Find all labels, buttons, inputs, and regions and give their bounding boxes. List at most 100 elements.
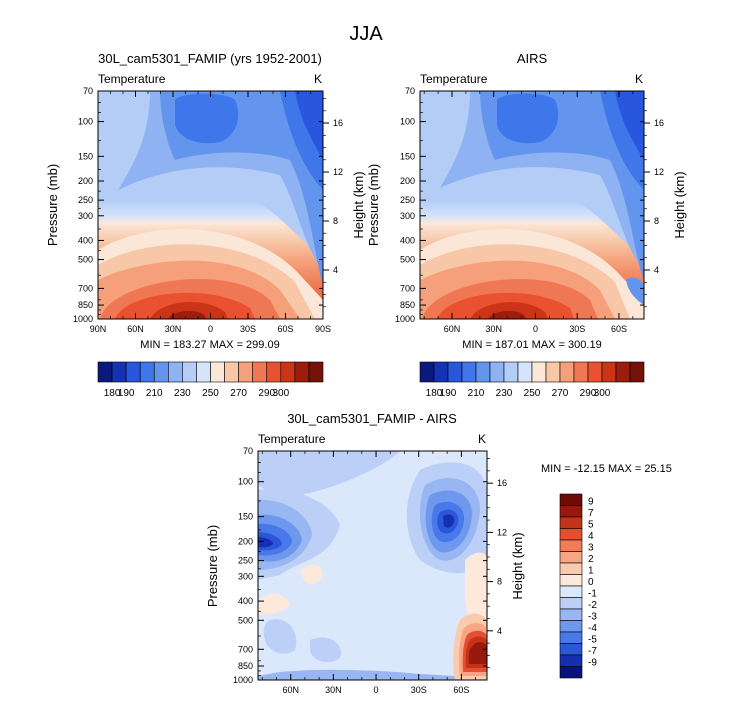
x-tick-label: 60S bbox=[277, 324, 293, 334]
colorbar-swatch bbox=[559, 574, 583, 587]
colorbar-swatch bbox=[559, 666, 583, 679]
axis-y2label: Height (km) bbox=[510, 532, 525, 599]
colorbar-swatch bbox=[447, 361, 463, 383]
y-tick-label: 200 bbox=[238, 536, 253, 546]
y-tick-label: 200 bbox=[400, 176, 415, 186]
colorbar-label: 9 bbox=[588, 497, 594, 508]
colorbar-label: 190 bbox=[440, 388, 457, 399]
colorbar-swatch bbox=[503, 361, 519, 383]
x-tick-label: 90S bbox=[315, 324, 331, 334]
colorbar-label: 180 bbox=[104, 388, 121, 399]
y-tick-label: 70 bbox=[405, 86, 415, 96]
y-tick-label: 300 bbox=[238, 571, 253, 581]
colorbar-label: 300 bbox=[272, 388, 289, 399]
colorbar-label: -4 bbox=[588, 623, 597, 634]
colorbar-swatch bbox=[475, 361, 491, 383]
colorbar-label: 230 bbox=[174, 388, 191, 399]
colorbar-swatch bbox=[559, 551, 583, 564]
panel-right-label: K bbox=[478, 432, 486, 446]
colorbar-swatch bbox=[559, 493, 583, 506]
colorbar-label: 270 bbox=[552, 388, 569, 399]
y-tick-label: 300 bbox=[78, 211, 93, 221]
x-tick-label: 60S bbox=[611, 324, 627, 334]
colorbar-swatch bbox=[266, 361, 282, 383]
y-tick-label: 200 bbox=[78, 176, 93, 186]
y-tick-label: 500 bbox=[238, 615, 253, 625]
axis-y2label: Height (km) bbox=[672, 171, 687, 238]
colorbar-swatch bbox=[97, 361, 113, 383]
y-tick-label: 500 bbox=[400, 255, 415, 265]
x-tick-label: 30N bbox=[485, 324, 502, 334]
x-tick-label: 30S bbox=[569, 324, 585, 334]
y-tick-label: 500 bbox=[78, 255, 93, 265]
colorbar-swatch bbox=[238, 361, 253, 383]
colorbar-swatch bbox=[615, 361, 631, 383]
colorbar-swatch bbox=[168, 361, 183, 383]
x-tick-label: 30N bbox=[325, 685, 342, 695]
y2-tick-label: 12 bbox=[654, 167, 664, 177]
axis-labels: Pressure (mb) Height (km) MIN = 187.01 M… bbox=[366, 164, 687, 351]
colorbar-swatch bbox=[531, 361, 547, 383]
axis-y2label: Height (km) bbox=[351, 171, 366, 238]
colorbar-label: 5 bbox=[588, 520, 594, 531]
x-tick-label: 60S bbox=[453, 685, 469, 695]
colorbar-swatch bbox=[111, 361, 127, 383]
colorbar-swatch bbox=[559, 620, 583, 633]
colorbar-swatch bbox=[601, 361, 617, 383]
contour-field bbox=[258, 451, 487, 680]
y-tick-label: 400 bbox=[78, 235, 93, 245]
x-tick-label: 90N bbox=[90, 324, 107, 334]
colorbar-label: 3 bbox=[588, 543, 594, 554]
colorbar-swatch bbox=[559, 643, 583, 656]
colorbar-swatch bbox=[308, 361, 324, 383]
colorbar-label: 210 bbox=[468, 388, 485, 399]
y-tick-label: 250 bbox=[238, 556, 253, 566]
axis-ylabel: Pressure (mb) bbox=[45, 164, 60, 246]
x-tick-label: 30S bbox=[411, 685, 427, 695]
colorbar-swatch bbox=[587, 361, 603, 383]
x-tick-label: 60N bbox=[444, 324, 461, 334]
y-tick-label: 300 bbox=[400, 211, 415, 221]
y-tick-label: 150 bbox=[400, 151, 415, 161]
colorbar-swatch bbox=[559, 562, 583, 575]
colorbar-swatch bbox=[559, 516, 583, 529]
x-tick-label: 60N bbox=[282, 685, 299, 695]
panel-difference: 30L_cam5301_FAMIP - AIRS Temperature K bbox=[205, 411, 672, 695]
colorbar-label: 180 bbox=[426, 388, 443, 399]
y2-tick-label: 16 bbox=[654, 118, 664, 128]
axis-ylabel: Pressure (mb) bbox=[366, 164, 381, 246]
y2-tick-label: 16 bbox=[497, 478, 507, 488]
y-tick-label: 700 bbox=[238, 644, 253, 654]
y-tick-label: 850 bbox=[238, 661, 253, 671]
panel-airs: AIRS Temperature K Pressure (mb) Height … bbox=[366, 51, 687, 399]
colorbar-swatch bbox=[629, 361, 645, 383]
y-tick-label: 150 bbox=[238, 512, 253, 522]
colorbar-swatch bbox=[559, 585, 583, 598]
colorbar-swatch bbox=[517, 361, 533, 383]
x-tick-label: 30S bbox=[240, 324, 256, 334]
colorbar-label: 290 bbox=[580, 388, 597, 399]
x-tick-label: 60N bbox=[127, 324, 144, 334]
colorbar-swatch bbox=[489, 361, 505, 383]
y2-tick-label: 4 bbox=[333, 265, 338, 275]
colorbar-swatch bbox=[294, 361, 310, 383]
colorbar-swatch bbox=[559, 539, 583, 552]
panel-right-label: K bbox=[635, 72, 643, 86]
colorbar-label: -5 bbox=[588, 635, 597, 646]
colorbar-swatch bbox=[210, 361, 225, 383]
colorbar-swatch bbox=[559, 631, 583, 644]
y-tick-label: 100 bbox=[238, 477, 253, 487]
colorbar-swatch bbox=[573, 361, 589, 383]
axis-labels: Pressure (mb) Height (km) MIN = -12.15 M… bbox=[205, 463, 672, 607]
y2-tick-label: 16 bbox=[333, 118, 343, 128]
colorbar-label: 1 bbox=[588, 566, 594, 577]
colorbar-swatch bbox=[559, 528, 583, 541]
y-tick-label: 100 bbox=[78, 117, 93, 127]
y-tick-label: 250 bbox=[400, 195, 415, 205]
panel-left-label: Temperature bbox=[98, 72, 166, 86]
y-tick-label: 850 bbox=[400, 300, 415, 310]
contour-field bbox=[98, 91, 323, 319]
panel-title: 30L_cam5301_FAMIP - AIRS bbox=[287, 411, 457, 426]
panel-model: 30L_cam5301_FAMIP (yrs 1952-2001) Temper… bbox=[45, 51, 366, 399]
